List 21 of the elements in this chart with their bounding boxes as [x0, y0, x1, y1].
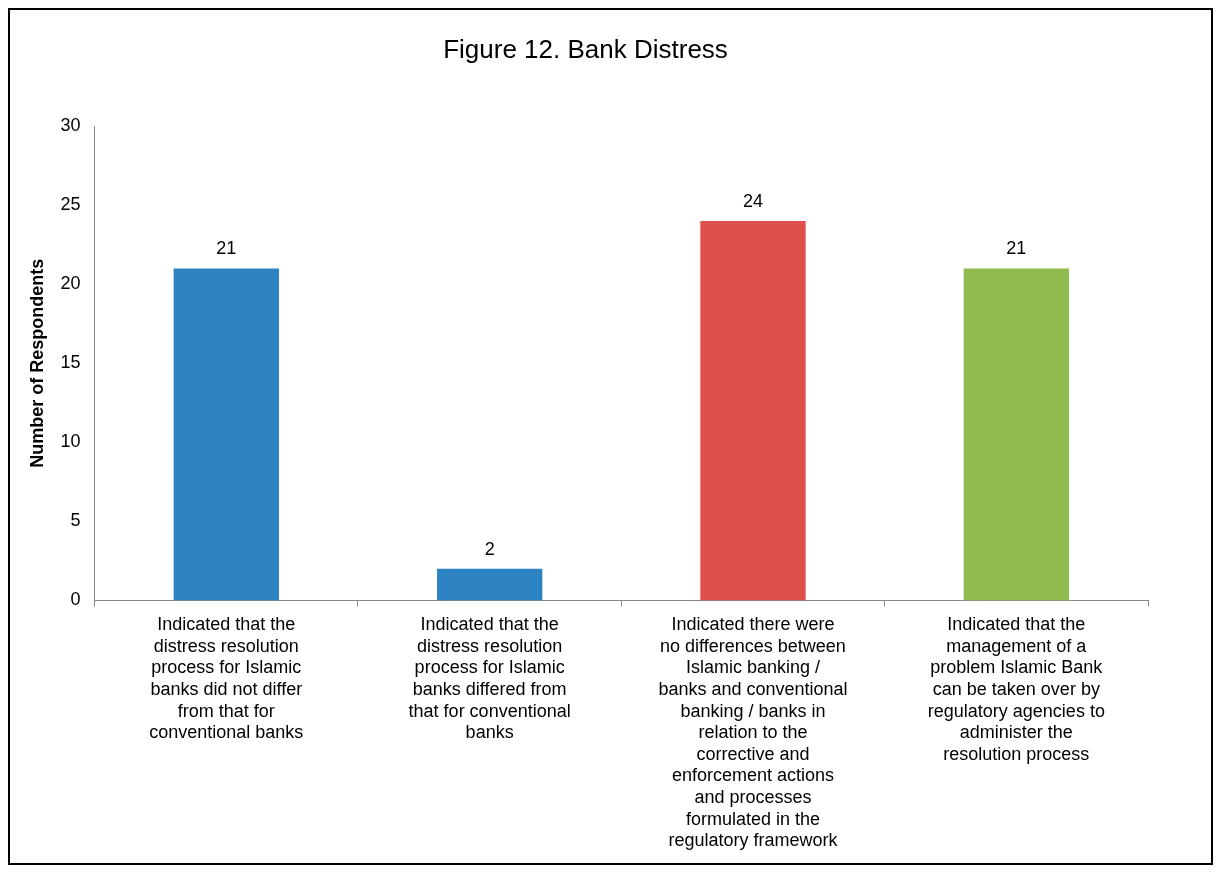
data-label: 21 [216, 238, 237, 259]
x-tick-label: Indicated that the distress resolution process for Islamic banks differed from that for conventional banks [408, 614, 571, 743]
chart-title: Figure 12. Bank Distress [443, 33, 728, 64]
bar [436, 568, 543, 601]
x-tick-label: Indicated that the management of a problem Islamic Bank can be taken over by regulatory agencies to administer the resolution process [927, 614, 1105, 764]
y-tick-label: 15 [60, 352, 81, 373]
data-label: 21 [1006, 238, 1027, 259]
bar [963, 268, 1069, 601]
y-tick-label: 5 [70, 510, 81, 531]
y-axis-title: Number of Respondents [26, 258, 47, 468]
y-tick-label: 20 [60, 273, 81, 294]
y-tick-label: 30 [60, 115, 81, 136]
category-label: Indicated there were no differences between Islamic banking / banks and conventional banking / banks in relation to the corrective and enforcement actions and processes formulated in the regulatory framework [658, 614, 848, 851]
data-label: 24 [742, 191, 763, 212]
x-tick-label: Indicated that the distress resolution process for Islamic banks did not differ from that for conventional banks [149, 614, 304, 743]
bar [173, 268, 279, 601]
data-label: 2 [484, 538, 495, 559]
y-tick-label: 0 [70, 589, 81, 610]
bar [700, 221, 806, 601]
y-tick-label: 10 [60, 431, 81, 452]
y-tick-label: 25 [60, 194, 81, 215]
